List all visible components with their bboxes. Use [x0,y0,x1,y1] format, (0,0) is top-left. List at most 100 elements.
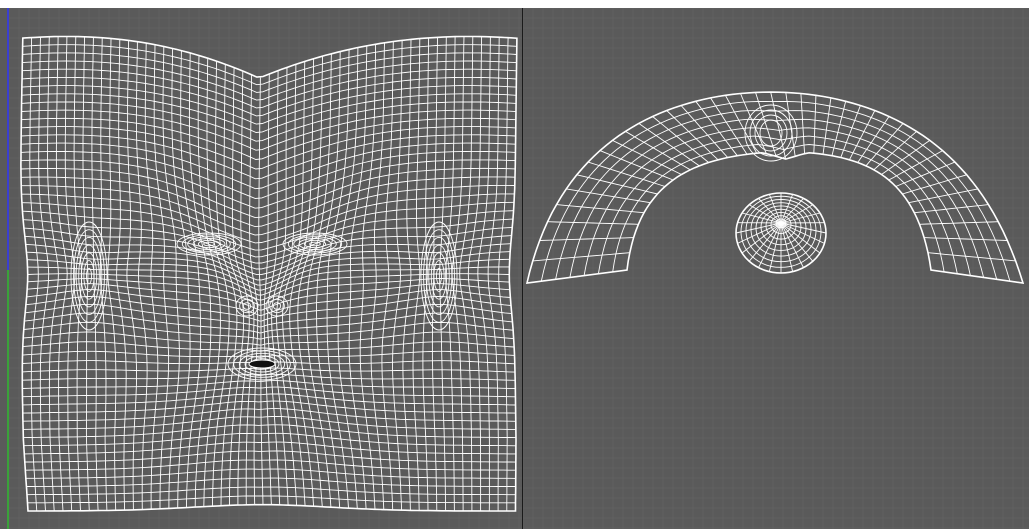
face-mesh-column [289,58,315,507]
face-mesh-row [23,331,514,346]
scalp-mesh-row [569,118,985,278]
scalp-mesh-column [612,139,682,175]
face-mesh-row [21,85,517,125]
u-axis-indicator [7,270,9,529]
face-mesh-row [22,400,516,414]
scalp-mesh-column [532,252,630,262]
face-mesh-row [25,459,516,471]
scalp-uv-border [525,91,1025,284]
face-mesh-row [22,367,516,373]
scalp-mesh-column [888,150,943,181]
face-mesh-row [23,432,517,447]
face-mesh-row [21,193,515,244]
scalp-mesh-row [540,101,1011,282]
face-mesh-row [23,424,517,439]
right-nostril-loops [265,295,289,317]
mouth-opening [248,359,276,369]
scalp-mesh-row [612,144,945,272]
left-eye-loops [176,232,242,256]
scalp-mesh-column [680,105,729,158]
face-mesh-row [21,117,516,160]
face-mesh-row [20,142,516,190]
right-ear-loops [420,221,458,331]
face-mesh-row [21,201,515,251]
scalp-mesh-column [895,161,956,187]
scalp-mesh-column [924,237,1008,241]
face-mesh-row [25,468,516,479]
left-ear-loops [70,221,108,331]
face-mesh-row [22,393,516,406]
scalp-mesh-column [865,123,904,167]
face-mesh-row [21,109,517,151]
scalp-mesh-column [740,93,767,154]
face-mesh-column [223,64,245,506]
scalp-mesh-column [638,123,700,167]
face-mesh-row [22,380,516,390]
scalp-mesh-column [770,92,787,160]
face-mesh-row [26,477,516,487]
scalp-mesh-column [840,105,861,158]
uv-canvas-right[interactable] [523,8,1029,529]
scalp-mesh-column [881,140,931,175]
scalp-mesh-column [547,221,639,225]
face-mesh-row [20,167,516,219]
scalp-mesh-column [914,204,989,214]
face-mesh-row [20,159,516,209]
face-mesh-row [21,134,516,180]
face-mesh-row [24,441,516,455]
scalp-mesh-column [599,150,674,181]
face-mesh-row [23,416,516,430]
left-nostril-loops [235,295,259,317]
scalp-mesh-column [725,95,758,154]
scalp-mesh-column [873,131,917,171]
face-mesh-column [258,77,264,505]
scalp-mesh-column [908,188,978,204]
background-grid [523,8,1029,529]
face-mesh-row [21,184,515,236]
face-mesh-row [20,176,516,228]
face-mesh-row [25,243,511,281]
scalp-mesh-column [902,174,967,195]
window-top-border [0,0,1029,8]
face-mesh-row [22,36,517,78]
face-uv-border [20,35,518,512]
scalp-mesh-column [566,188,651,204]
right-eye-loops [282,232,348,256]
v-axis-indicator [7,8,9,270]
face-mesh-row [22,44,517,86]
scalp-mesh-column [539,237,634,241]
scalp-mesh-column [822,97,832,155]
scalp-mesh-column [927,252,1016,262]
face-mesh-row [22,386,516,398]
cap-uv-mesh [735,192,827,274]
cap-uv-border [735,192,827,274]
scalp-mesh-row [597,135,958,274]
scalp-mesh-column [848,110,876,161]
scalp-mesh-column [625,131,691,171]
scalp-mesh-column [587,161,666,187]
scalp-mesh-column [857,116,890,163]
face-mesh-row [22,210,514,258]
face-mesh-row [20,150,516,199]
face-mesh-row [21,126,516,170]
face-mesh-row [27,495,516,504]
uv-canvas-left[interactable] [9,8,522,529]
uv-viewport-right[interactable] [523,8,1029,529]
face-mesh-row [22,408,516,422]
scalp-mesh-column [652,116,709,163]
face-mesh-row [21,93,517,133]
uv-viewport-left[interactable] [9,8,522,529]
face-mesh-column [271,67,289,506]
face-mesh-row [22,68,517,109]
scalp-center-loops [744,104,798,162]
mouth-loops [227,347,297,381]
scalp-mesh-row [555,110,998,280]
scalp-mesh-column [800,93,806,154]
face-mesh-row [27,258,510,291]
viewport-divider[interactable] [522,8,523,529]
scalp-mesh-column [710,97,748,155]
scalp-mesh-column [666,110,719,161]
face-mesh-row [21,76,517,117]
face-mesh-row [26,486,516,496]
